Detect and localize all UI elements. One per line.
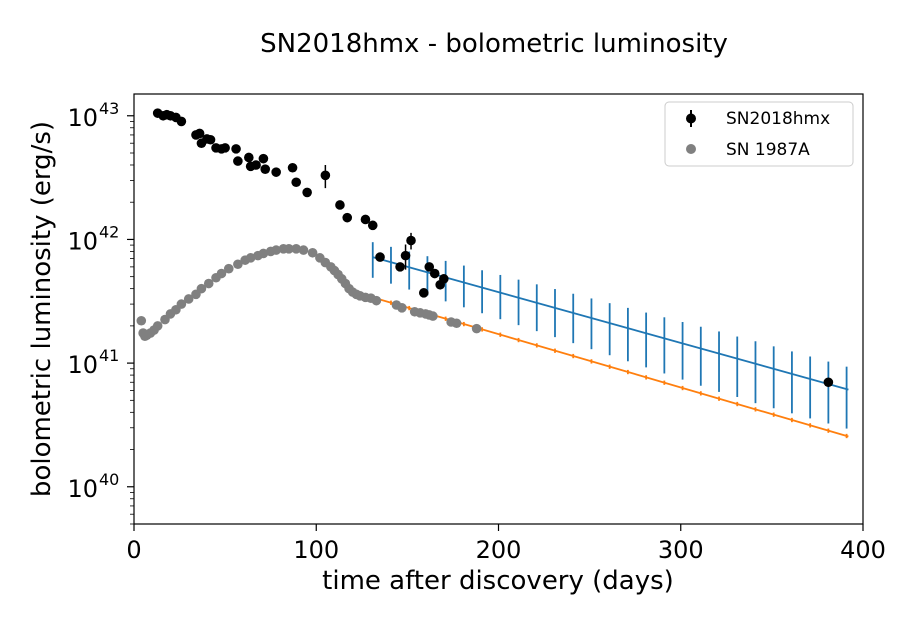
sn2018hmx-point-22 [287,162,298,173]
fit-line-2 [372,256,849,391]
sn2018hmx-point-16 [244,152,254,163]
sn1987a-point-53 [471,323,482,334]
sn1987a-point-28 [298,245,309,255]
legend: SN2018hmx SN 1987A [664,101,854,167]
sn1987a-point-16 [216,268,227,279]
sn1987a-point-45 [397,303,407,313]
sn2018hmx-point-18 [251,160,261,170]
y-tick-label-2: 10 [67,227,98,255]
chart-title: SN2018hmx - bolometric luminosity [260,29,728,59]
legend-label-sn1987a: SN 1987A [726,140,810,160]
sn2018hmx-point-26 [335,200,345,210]
sn2018hmx-point-7 [194,128,205,139]
sn2018hmx-point-35 [424,262,435,272]
x-axis: 0 100 200 300 400 [126,524,886,564]
sn2018hmx-point-25 [320,170,331,181]
sn2018hmx-point-20 [260,164,271,174]
sn1987a-point-43 [371,295,382,306]
x-tick-label-2: 200 [476,536,522,564]
data-marks [136,108,849,439]
sn2018hmx-point-24 [302,187,312,198]
y-tick-label-0: 10 [67,475,98,503]
sn2018hmx-point-30 [375,252,385,262]
sn2018hmx-point-28 [360,214,371,225]
sn1987a-point-6 [152,321,163,331]
x-tick-label-0: 0 [126,536,141,564]
sn2018hmx-point-39 [823,377,834,388]
sn1987a-point-14 [203,278,214,289]
sn2018hmx-point-21 [271,167,281,177]
sn1987a-point-24 [271,245,281,255]
sn2018hmx-point-19 [258,153,269,164]
sn1987a-point-29 [307,247,318,258]
sn2018hmx-point-10 [205,134,216,145]
sn1987a-point-20 [245,253,256,263]
y-axis-label: bolometric luminosity (erg/s) [27,121,57,497]
sn1987a-point-26 [284,244,294,254]
sn1987a-point-13 [196,283,207,294]
y-tick-label-1: 10 [67,351,98,379]
legend-label-sn2018hmx: SN2018hmx [726,109,830,129]
x-tick-label-4: 400 [840,536,886,564]
sn2018hmx-point-14 [231,144,241,154]
legend-marker-sn2018hmx [686,113,696,124]
sn2018hmx-point-38 [439,274,449,284]
sn1987a-point-17 [223,263,234,274]
x-tick-label-3: 300 [658,536,704,564]
y-tick-exponent-0: 40 [99,470,119,489]
sn2018hmx-point-23 [291,177,302,188]
sn2018hmx-point-34 [418,288,429,298]
sn1987a-point-11 [183,294,194,304]
sn2018hmx-point-36 [429,268,440,279]
y-tick-exponent-3: 43 [99,99,119,118]
y-tick-label-3: 10 [67,104,98,132]
sn2018hmx-point-32 [400,250,411,261]
legend-box [664,101,854,167]
legend-marker-sn1987a [686,144,696,154]
sn2018hmx-point-29 [367,220,378,231]
sn1987a-point-0 [136,315,147,326]
sn2018hmx-point-5 [176,116,187,127]
sn1987a-point-52 [451,318,462,329]
x-tick-label-1: 100 [293,536,339,564]
sn2018hmx-point-15 [233,156,243,166]
sn1987a-point-22 [258,248,269,259]
x-axis-label: time after discovery (days) [322,566,674,596]
y-tick-exponent-1: 41 [99,346,119,365]
sn2018hmx-point-33 [406,235,416,246]
sn1987a-point-18 [233,259,243,270]
sn1987a-point-27 [291,244,302,254]
sn2018hmx-point-31 [395,262,405,272]
sn2018hmx-point-27 [342,212,353,223]
y-tick-exponent-2: 42 [99,222,119,241]
sn1987a-point-50 [428,311,438,321]
sn2018hmx-point-13 [220,143,230,153]
sn1987a-point-10 [176,299,187,309]
